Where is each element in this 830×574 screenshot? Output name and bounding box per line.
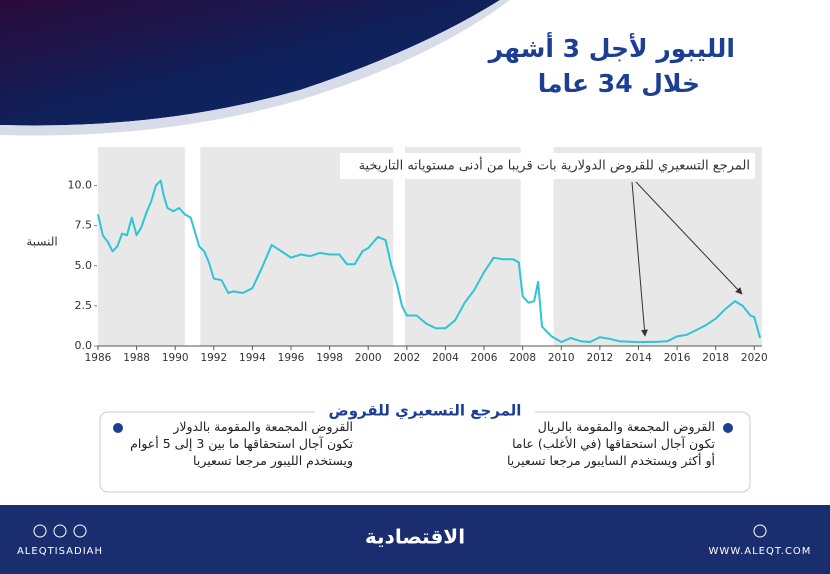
shaded-period [404, 147, 521, 346]
x-tick-label: 2014 [625, 352, 652, 364]
item-line: تكون آجال استحقاقها (في الأغلب) عاما [512, 436, 715, 451]
title-line: الليبور لأجل 3 أشهر [487, 32, 735, 64]
annotation-box [340, 153, 755, 179]
x-tick-label: 2016 [664, 352, 691, 364]
item-line: تكون آجال استحقاقها ما بين 3 إلى 5 أعوام [130, 436, 353, 451]
icon [73, 524, 87, 538]
item-line: أو أكثر ويستخدم السايبور مرجعا تسعيريا [506, 453, 715, 468]
comparison-title-bg [315, 400, 535, 422]
x-tick-label: 1986 [85, 352, 112, 364]
item-line: القروض المجمعة والمقومة بالدولار [173, 419, 353, 434]
bullet [113, 423, 123, 433]
annotation-arrow [631, 181, 648, 337]
shaded-period [200, 147, 394, 346]
comparison-title: المرجع التسعيري للقروض [329, 402, 522, 421]
y-tick-label: 10.0 [68, 179, 93, 192]
footer-bg [0, 505, 830, 574]
x-tick-label: 2006 [471, 352, 498, 364]
x-tick-label: 2020 [741, 352, 768, 364]
footer-brand: الاقتصادية [365, 525, 465, 549]
x-tick-label: 1988 [123, 352, 150, 364]
x-tick-label: 1998 [316, 352, 343, 364]
title-line: خلال 34 عاما [538, 69, 700, 98]
y-tick-label: 5.0 [75, 259, 93, 272]
y-tick-label: 7.5 [75, 219, 93, 232]
comparison-item: القروض المجمعة والمقومة بالريال تكون آجا… [445, 418, 715, 490]
icon [753, 524, 767, 538]
x-tick-label: 1992 [200, 352, 227, 364]
y-tick-label: 0.0 [75, 339, 93, 352]
shaded-period [553, 147, 762, 346]
plot-area: 0.0 2.5 5.0 7.5 10.0 1986 1988 1990 1992 1994 1996… [68, 147, 768, 364]
footer-website: WWW.ALEQT.COM [709, 546, 812, 557]
x-tick-label: 2012 [586, 352, 613, 364]
footer-handle: ALEQTISADIAH [17, 546, 103, 557]
x-tick-label: 1996 [278, 352, 305, 364]
annotation: المرجع التسعيري للقروض الدولارية بات قري… [359, 157, 750, 174]
header-curve [0, 0, 510, 136]
x-tick-label: 2008 [509, 352, 536, 364]
x-tick-label: 1990 [162, 352, 189, 364]
comparison-item: القروض المجمعة والمقومة بالدولار تكون آج… [83, 418, 353, 490]
item-line: ويستخدم الليبور مرجعا تسعيريا [193, 453, 353, 468]
annotation-arrow [635, 181, 743, 295]
item-line: القروض المجمعة والمقومة بالريال [537, 419, 715, 434]
x-tick-label: 2010 [548, 352, 575, 364]
y-axis-label: النسبة [26, 235, 57, 249]
x-tick-label: 2000 [355, 352, 382, 364]
y-tick-label: 2.5 [75, 299, 93, 312]
shaded-period [98, 147, 185, 346]
x-tick-label: 2004 [432, 352, 459, 364]
x-tick-label: 2018 [702, 352, 729, 364]
bullet [723, 423, 733, 433]
x-tick-label: 1994 [239, 352, 266, 364]
x-tick-label: 2002 [393, 352, 420, 364]
icon [53, 524, 67, 538]
line [97, 179, 762, 344]
header-decoration [0, 0, 500, 126]
icon [33, 524, 47, 538]
